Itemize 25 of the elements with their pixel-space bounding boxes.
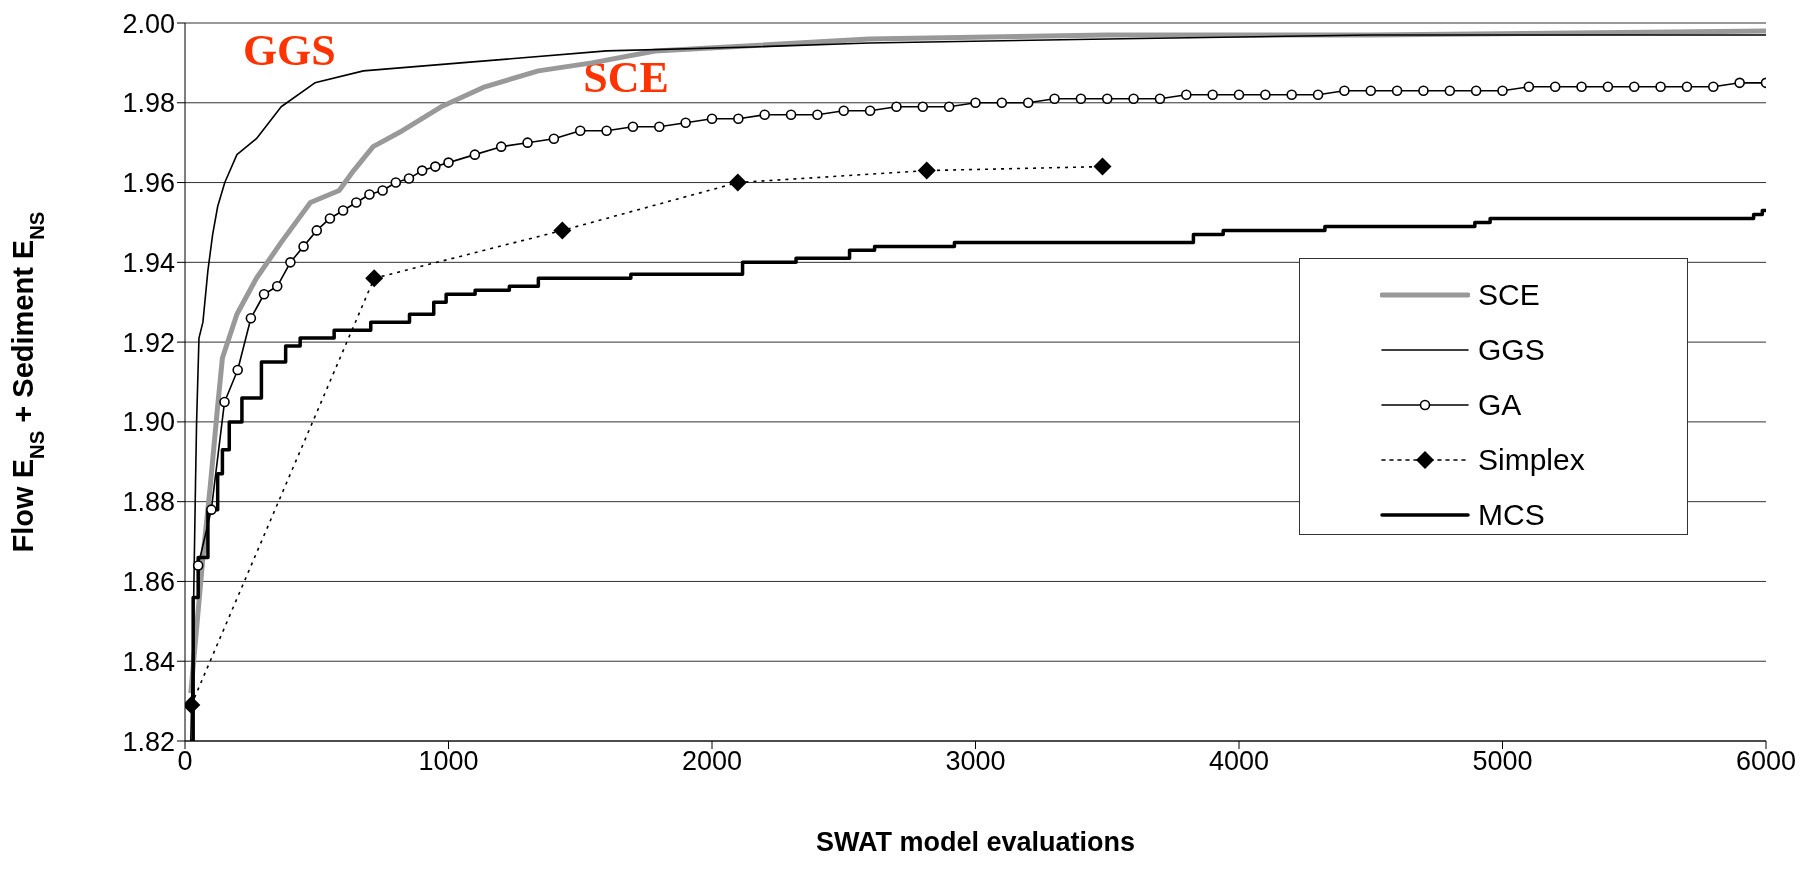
annotation: SCE <box>583 52 669 102</box>
x-tick-label: 1000 <box>418 746 479 777</box>
y-tick-label: 1.82 <box>122 726 175 757</box>
legend-label: GA <box>1478 387 1522 422</box>
y-tick-label: 1.88 <box>122 487 175 518</box>
y-tick-label: 1.96 <box>122 168 175 199</box>
legend-label: MCS <box>1478 497 1545 532</box>
y-tick-label: 1.86 <box>122 567 175 598</box>
y-tick-label: 2.00 <box>122 8 175 39</box>
x-axis-title: SWAT model evaluations <box>815 827 1136 857</box>
legend-label: Simplex <box>1478 442 1585 477</box>
y-tick-label: 1.90 <box>122 407 175 438</box>
x-tick-label: 5000 <box>1472 746 1533 777</box>
x-tick-label: 4000 <box>1208 746 1270 777</box>
y-tick-label: 1.98 <box>122 88 175 119</box>
legend-label: SCE <box>1478 277 1540 312</box>
x-tick-label: 3000 <box>945 746 1006 777</box>
x-tick-label: 2000 <box>681 746 743 777</box>
y-tick-label: 1.84 <box>122 646 175 677</box>
y-tick-label: 1.92 <box>122 327 175 358</box>
x-tick-label: 0 <box>177 746 193 777</box>
annotation: GGS <box>242 26 336 76</box>
y-tick-label: 1.94 <box>122 247 175 278</box>
x-tick-label: 6000 <box>1735 746 1797 777</box>
legend-label: GGS <box>1478 332 1545 367</box>
